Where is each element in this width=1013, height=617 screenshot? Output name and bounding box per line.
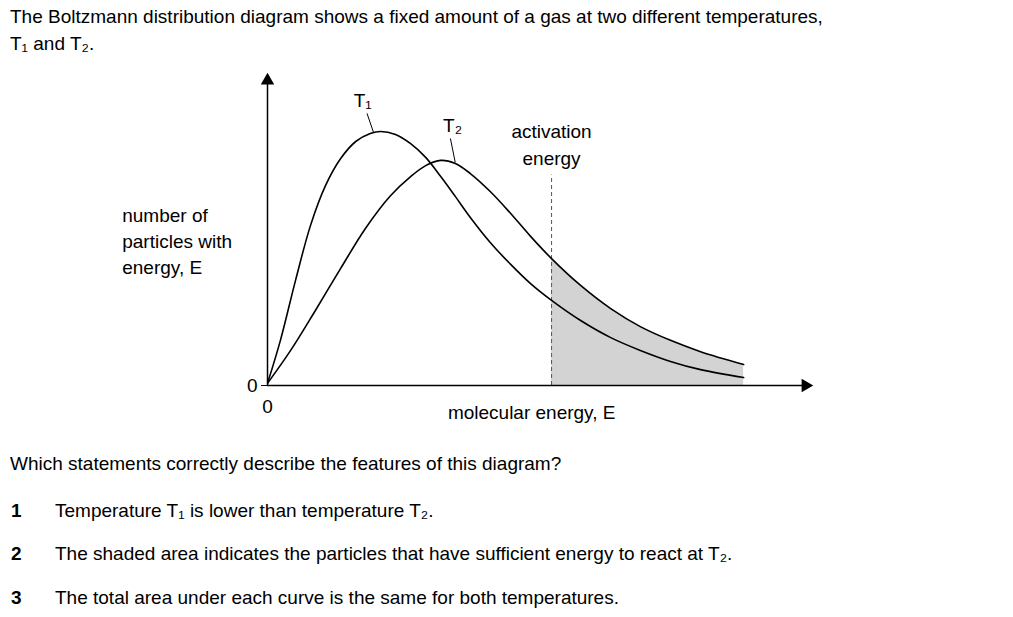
svg-text:activation: activation xyxy=(511,121,591,142)
svg-text:0: 0 xyxy=(262,396,273,417)
html-text:1: 1 xyxy=(11,500,22,521)
html-text:3: 3 xyxy=(11,587,22,608)
html-text:Temperature T₁ is lower than t: Temperature T₁ is lower than temperature… xyxy=(55,500,434,521)
html-text:The total area under each curv: The total area under each curve is the s… xyxy=(55,587,619,608)
svg-text:molecular energy, E: molecular energy, E xyxy=(448,402,616,423)
html-text:T₁ and T₂.: T₁ and T₂. xyxy=(10,33,95,54)
svg-text:number of: number of xyxy=(122,205,208,226)
svg-text:T₂: T₂ xyxy=(443,115,462,136)
html-text:The shaded area indicates the: The shaded area indicates the particles … xyxy=(55,543,733,564)
html-text:The Boltzmann distribution dia: The Boltzmann distribution diagram shows… xyxy=(10,6,823,27)
html-text:2: 2 xyxy=(11,543,22,564)
html-text:Which statements correctly des: Which statements correctly describe the … xyxy=(10,453,562,474)
svg-text:energy, E: energy, E xyxy=(122,257,202,278)
svg-text:0: 0 xyxy=(247,375,258,396)
svg-text:particles with: particles with xyxy=(122,231,232,252)
svg-text:energy: energy xyxy=(523,148,582,169)
svg-text:T₁: T₁ xyxy=(354,90,372,111)
